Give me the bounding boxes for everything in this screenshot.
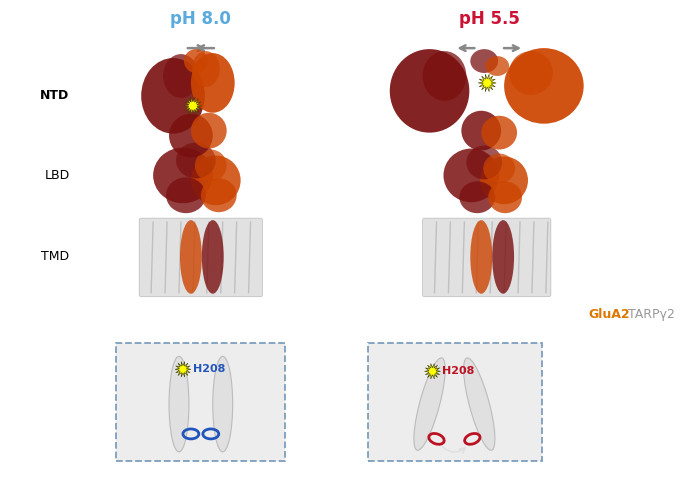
Ellipse shape <box>459 181 495 213</box>
Text: pH 5.5: pH 5.5 <box>458 10 519 28</box>
Text: pH 8.0: pH 8.0 <box>170 10 231 28</box>
Ellipse shape <box>153 147 213 203</box>
Ellipse shape <box>192 51 220 87</box>
Text: H208: H208 <box>193 364 225 374</box>
Ellipse shape <box>390 49 469 133</box>
Ellipse shape <box>169 114 213 157</box>
Polygon shape <box>184 97 202 115</box>
Text: NTD: NTD <box>41 89 69 102</box>
Ellipse shape <box>176 143 216 178</box>
Ellipse shape <box>202 220 224 294</box>
Ellipse shape <box>195 149 227 181</box>
Text: GluA2: GluA2 <box>589 308 630 321</box>
Ellipse shape <box>191 53 235 113</box>
Ellipse shape <box>470 220 492 294</box>
Ellipse shape <box>461 111 501 150</box>
Ellipse shape <box>485 56 509 76</box>
Ellipse shape <box>509 51 553 95</box>
Ellipse shape <box>480 156 528 204</box>
Ellipse shape <box>163 54 199 98</box>
Ellipse shape <box>166 177 206 213</box>
Ellipse shape <box>414 358 445 450</box>
Ellipse shape <box>213 356 232 452</box>
FancyBboxPatch shape <box>116 343 286 461</box>
FancyBboxPatch shape <box>368 343 542 461</box>
Ellipse shape <box>184 49 208 73</box>
Ellipse shape <box>169 356 189 452</box>
Text: TARPγ2: TARPγ2 <box>629 308 676 321</box>
Polygon shape <box>478 74 496 92</box>
Text: TMD: TMD <box>41 250 69 264</box>
Ellipse shape <box>492 220 514 294</box>
Ellipse shape <box>191 113 227 148</box>
FancyBboxPatch shape <box>423 218 551 297</box>
Ellipse shape <box>444 148 499 202</box>
Ellipse shape <box>201 178 237 212</box>
Ellipse shape <box>488 181 522 213</box>
Ellipse shape <box>466 146 502 179</box>
Ellipse shape <box>423 51 466 101</box>
Ellipse shape <box>141 58 205 134</box>
Polygon shape <box>425 364 440 379</box>
Ellipse shape <box>470 49 498 73</box>
Polygon shape <box>175 362 191 377</box>
Ellipse shape <box>482 116 517 149</box>
Ellipse shape <box>483 153 515 183</box>
Ellipse shape <box>463 358 495 450</box>
Text: H208: H208 <box>442 367 475 376</box>
Text: LBD: LBD <box>44 169 69 182</box>
FancyBboxPatch shape <box>139 218 262 297</box>
Ellipse shape <box>180 220 202 294</box>
Ellipse shape <box>504 48 584 123</box>
Ellipse shape <box>191 155 241 205</box>
